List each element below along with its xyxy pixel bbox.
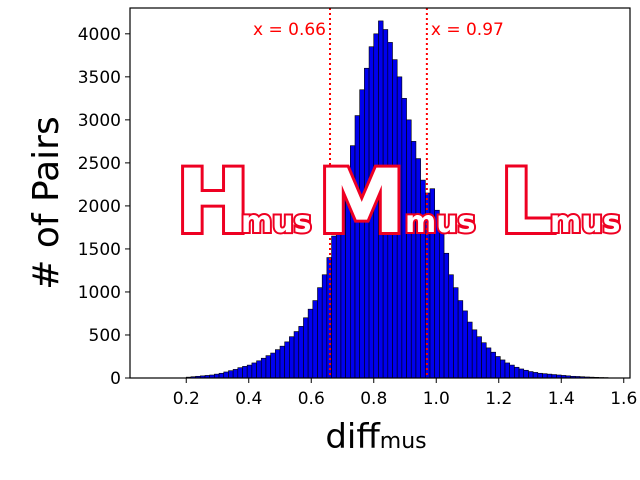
histogram-bar xyxy=(443,252,450,379)
y-tick-label: 4000 xyxy=(78,25,121,45)
threshold-label: x = 0.66 xyxy=(253,20,326,40)
y-axis-ticks: 0 500 1000 1500 2000 2500 3000 3500 4000 xyxy=(78,25,130,389)
x-tick-label: 0.8 xyxy=(360,389,387,409)
plot-frame xyxy=(129,7,631,379)
histogram-bar xyxy=(500,359,506,379)
histogram-bar xyxy=(490,351,496,379)
histogram-bar xyxy=(321,274,328,379)
histogram-bar xyxy=(439,231,445,379)
histogram-bar xyxy=(284,341,290,379)
y-tick-label: 1500 xyxy=(78,240,121,260)
x-axis-title: diffmus xyxy=(325,417,426,457)
y-tick-label: 2500 xyxy=(78,154,121,174)
histogram-bar xyxy=(251,362,257,379)
y-tick-label: 1000 xyxy=(78,283,121,303)
histogram-bar xyxy=(467,321,473,379)
histogram-bar xyxy=(504,362,510,379)
x-tick-label: 0.4 xyxy=(235,389,262,409)
y-tick-label: 2000 xyxy=(78,197,121,217)
histogram-bar xyxy=(232,369,239,379)
x-axis-ticks: 0.2 0.4 0.6 0.8 1.0 1.2 1.4 1.6 xyxy=(173,378,637,409)
histogram-bar xyxy=(237,367,243,379)
y-tick-label: 500 xyxy=(89,326,121,346)
histogram-bar xyxy=(289,336,295,379)
histogram-bar xyxy=(514,366,520,379)
histogram-bar xyxy=(537,372,543,379)
axes xyxy=(129,7,631,379)
x-tick-label: 1.0 xyxy=(423,389,450,409)
y-tick-label: 3000 xyxy=(78,111,121,131)
histogram-bar xyxy=(275,349,281,379)
histogram-bar xyxy=(415,158,421,379)
histogram-bar xyxy=(303,317,309,379)
histogram-bar xyxy=(528,371,534,379)
histogram-bar xyxy=(312,300,318,379)
histogram-bar xyxy=(228,370,234,379)
histogram-bar xyxy=(406,119,412,379)
x-tick-label: 1.6 xyxy=(610,389,637,409)
y-axis-title: # of Pairs xyxy=(26,116,67,289)
histogram-bar xyxy=(317,287,323,379)
histogram-bar xyxy=(523,369,529,379)
y-tick-label: 3500 xyxy=(78,68,121,88)
histogram-bar xyxy=(410,141,417,379)
x-tick-label: 1.2 xyxy=(485,389,512,409)
x-tick-label: 0.6 xyxy=(298,389,325,409)
histogram-bar xyxy=(223,371,229,379)
region-subscript: mus xyxy=(241,205,311,240)
histogram-bar xyxy=(218,372,225,379)
histogram-bar xyxy=(495,356,501,379)
histogram-bar xyxy=(532,372,539,379)
histogram-bar xyxy=(265,355,271,379)
histogram-bar xyxy=(242,366,248,379)
histogram-bar xyxy=(471,329,478,379)
histogram-bar xyxy=(518,368,525,379)
histogram-bar xyxy=(509,364,515,379)
region-subscript: mus xyxy=(550,205,620,240)
histogram-bar xyxy=(485,347,492,379)
histogram-bar xyxy=(331,235,337,379)
bars-group xyxy=(185,20,609,379)
histogram-bar xyxy=(279,345,285,379)
x-tick-label: 1.4 xyxy=(548,389,575,409)
threshold-label: x = 0.97 xyxy=(431,20,504,40)
histogram-bar xyxy=(448,274,454,379)
x-tick-label: 0.2 xyxy=(173,389,200,409)
histogram-bar xyxy=(293,331,300,379)
histogram-bar xyxy=(260,357,267,379)
histogram-bar xyxy=(256,360,262,379)
region-letter: H xyxy=(176,150,250,253)
y-tick-label: 0 xyxy=(110,369,121,389)
histogram-bar xyxy=(298,326,304,379)
region-letter: M xyxy=(318,150,406,253)
x-axis-title-subscript: mus xyxy=(380,429,427,454)
histogram-bar xyxy=(307,308,314,379)
histogram-bar xyxy=(270,352,276,379)
vertical-lines: x = 0.66 x = 0.97 xyxy=(253,8,504,378)
histogram-bar xyxy=(481,342,487,379)
histogram-bar xyxy=(246,364,253,379)
x-axis-title-main: diff xyxy=(325,417,381,457)
histogram-bar xyxy=(453,287,459,379)
region-subscript: mus xyxy=(405,205,475,240)
histogram-bar xyxy=(476,336,482,379)
histogram-bar xyxy=(462,310,468,379)
region-letter: L xyxy=(500,150,556,253)
histogram-bar xyxy=(457,300,464,379)
histogram-bar xyxy=(542,373,548,379)
